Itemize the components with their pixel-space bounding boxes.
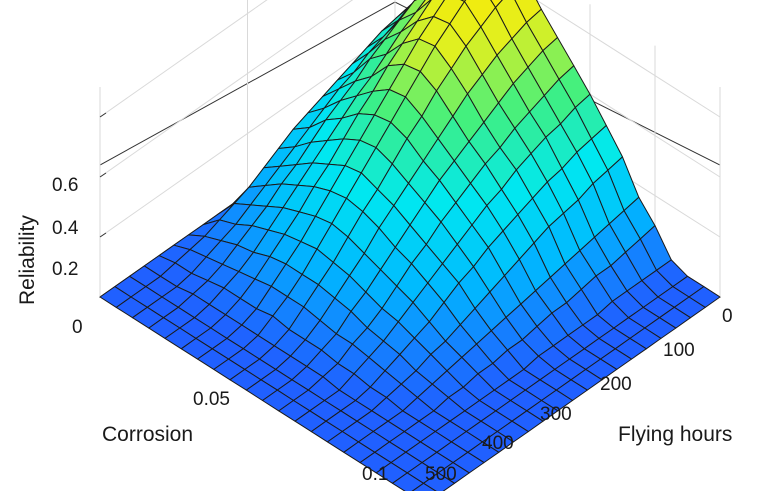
y-tick-label: 100	[663, 340, 695, 361]
z-tick-marks	[99, 112, 107, 238]
z-tick-mark	[99, 112, 107, 118]
surface-patch	[423, 472, 455, 491]
x-tick-label: 0.05	[193, 389, 230, 410]
z-tick-labels: 0.2 0.4 0.6	[52, 175, 79, 280]
x-tick-label: 0	[72, 317, 83, 338]
z-tick-label: 0.6	[52, 175, 78, 196]
z-tick-mark	[99, 172, 107, 178]
reliability-surface	[99, 0, 721, 491]
y-tick-label: 0	[722, 306, 733, 327]
z-tick-label: 0.4	[52, 218, 79, 239]
surface-patch	[392, 472, 424, 491]
grid-line	[99, 0, 721, 178]
x-tick-label: 0.1	[362, 464, 388, 485]
z-tick-mark	[99, 232, 107, 238]
y-tick-labels: 0 100 200 300 400 500	[425, 306, 733, 485]
y-tick-label: 300	[540, 404, 572, 425]
x-axis-label: Corrosion	[102, 423, 193, 446]
surface-patch	[411, 482, 437, 491]
y-tick-label: 200	[600, 374, 632, 395]
x-tick-labels: 0 0.05 0.1	[72, 317, 388, 485]
z-axis-label: Reliability	[16, 215, 39, 305]
y-axis-label: Flying hours	[618, 423, 732, 446]
grid-line	[99, 0, 721, 118]
y-tick-label: 500	[425, 464, 457, 485]
z-tick-label: 0.2	[52, 259, 78, 280]
y-tick-label: 400	[482, 433, 514, 454]
